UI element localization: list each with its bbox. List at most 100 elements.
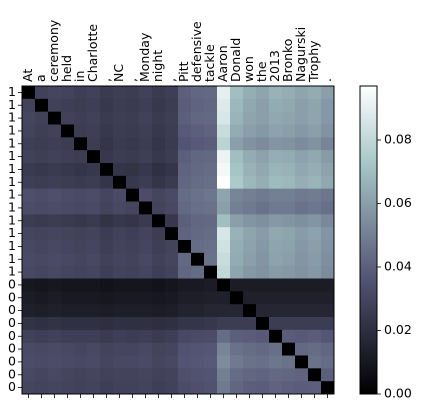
heatmap-cell <box>126 304 140 318</box>
heatmap-cell <box>295 368 309 382</box>
heatmap-cell <box>139 150 153 164</box>
heatmap-cell <box>139 111 153 125</box>
heatmap-cell <box>152 265 166 279</box>
heatmap-cell <box>191 368 205 382</box>
heatmap-cell <box>100 86 114 100</box>
heatmap-cell <box>152 214 166 228</box>
heatmap-cell <box>87 214 101 228</box>
heatmap-cell <box>74 381 88 395</box>
heatmap-cell <box>113 265 127 279</box>
heatmap-cell <box>191 214 205 228</box>
heatmap-cell <box>230 150 244 164</box>
y-tick-label: 1 <box>8 122 16 137</box>
heatmap-cell <box>282 304 296 318</box>
heatmap-cell <box>35 240 49 254</box>
heatmap-cell <box>243 265 257 279</box>
heatmap-cell <box>87 124 101 138</box>
colorbar-tick-label: 0.04 <box>384 258 412 273</box>
heatmap-cell <box>282 329 296 344</box>
heatmap-cell <box>126 342 140 356</box>
heatmap-cell <box>243 137 257 151</box>
heatmap-cell <box>48 291 62 305</box>
heatmap-cell <box>87 329 101 344</box>
heatmap-cell <box>217 278 231 292</box>
heatmap-cell <box>230 227 244 241</box>
heatmap-cell <box>165 240 179 254</box>
heatmap-cell <box>230 111 244 125</box>
heatmap-cell <box>191 240 205 254</box>
heatmap-cell <box>256 98 270 113</box>
heatmap-cell <box>48 214 62 228</box>
heatmap-cell <box>113 150 127 164</box>
heatmap-cell <box>22 342 36 356</box>
heatmap-cell <box>308 175 322 190</box>
heatmap-cell <box>126 355 140 369</box>
heatmap-cell <box>204 150 218 164</box>
heatmap-cell <box>152 124 166 138</box>
heatmap-cell <box>256 111 270 125</box>
heatmap-cell <box>22 240 36 254</box>
heatmap-cell <box>100 150 114 164</box>
heatmap-cell <box>204 252 218 267</box>
heatmap-cell <box>217 265 231 279</box>
heatmap-cell <box>74 240 88 254</box>
heatmap-cell <box>139 342 153 356</box>
heatmap-cell <box>178 355 192 369</box>
heatmap-cell <box>74 214 88 228</box>
heatmap-cell <box>256 368 270 382</box>
heatmap-cell <box>204 329 218 344</box>
heatmap-cell <box>282 86 296 100</box>
heatmap-cell <box>191 252 205 267</box>
heatmap-cell <box>308 227 322 241</box>
heatmap-cell <box>152 240 166 254</box>
heatmap-cell <box>191 317 205 331</box>
x-tick-label: held <box>59 55 74 82</box>
heatmap-cell <box>48 111 62 125</box>
heatmap-cell <box>204 355 218 369</box>
x-tick-label: Charlotte <box>85 24 100 82</box>
heatmap-cell <box>87 304 101 318</box>
heatmap-cell <box>22 278 36 292</box>
heatmap-cell <box>308 137 322 151</box>
y-tick-label: 0 <box>8 276 16 291</box>
heatmap-cell <box>191 124 205 138</box>
y-tick-label: 0 <box>8 379 16 394</box>
x-tick-label: . <box>319 78 334 82</box>
heatmap-cell <box>243 291 257 305</box>
heatmap-cell <box>191 265 205 279</box>
heatmap-cell <box>113 368 127 382</box>
heatmap-cell <box>256 278 270 292</box>
heatmap-cell <box>165 124 179 138</box>
heatmap-cell <box>178 86 192 100</box>
heatmap-cell <box>113 111 127 125</box>
heatmap-cell <box>61 304 75 318</box>
heatmap-cell <box>152 278 166 292</box>
heatmap-cell <box>295 304 309 318</box>
heatmap-cell <box>191 188 205 202</box>
heatmap-cell <box>217 188 231 202</box>
heatmap-cell <box>126 329 140 344</box>
heatmap-cell <box>308 381 322 395</box>
heatmap-cell <box>217 304 231 318</box>
heatmap-cell <box>22 163 36 177</box>
heatmap-cell <box>74 137 88 151</box>
heatmap-cell <box>126 252 140 267</box>
heatmap-cell <box>282 381 296 395</box>
heatmap-cell <box>87 317 101 331</box>
heatmap-cell <box>165 291 179 305</box>
heatmap-cell <box>321 163 335 177</box>
heatmap-cell <box>100 368 114 382</box>
heatmap-cell <box>217 175 231 190</box>
heatmap-cell <box>48 175 62 190</box>
heatmap-cell <box>87 252 101 267</box>
heatmap-cell <box>256 342 270 356</box>
heatmap-cell <box>100 227 114 241</box>
heatmap-cell <box>243 188 257 202</box>
heatmap-cell <box>191 201 205 215</box>
heatmap-cell <box>204 163 218 177</box>
heatmap-cell <box>204 381 218 395</box>
heatmap-cell <box>295 214 309 228</box>
heatmap-cell <box>22 214 36 228</box>
heatmap-cell <box>321 329 335 344</box>
heatmap-cell <box>165 201 179 215</box>
